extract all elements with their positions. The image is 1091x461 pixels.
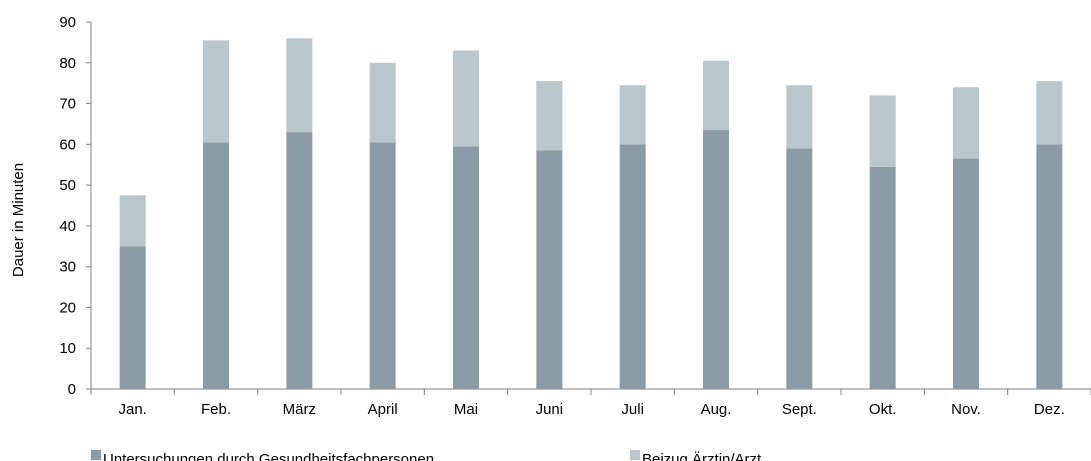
y-tick-labels: 0 10 20 30 40 50 60 70 80 90 xyxy=(59,14,76,398)
y-tick-label: 50 xyxy=(59,177,76,194)
y-tick-label: 0 xyxy=(68,381,76,398)
bar-segment-beizug xyxy=(786,85,813,149)
y-tick-label: 90 xyxy=(59,14,76,31)
bar-segment-untersuchungen xyxy=(953,158,979,389)
x-tick-labels: Jan. Feb. März April Mai Juni Juli Aug. Sept. Okt… xyxy=(118,401,1064,418)
x-tick-label: Jan. xyxy=(118,401,146,418)
bar-segment-untersuchungen xyxy=(786,148,813,389)
legend-swatch xyxy=(91,450,101,460)
bar-segment-beizug xyxy=(369,62,396,143)
y-tick-label: 60 xyxy=(59,136,76,153)
bar-segment-beizug xyxy=(619,85,646,145)
bars xyxy=(119,38,1063,390)
bar-segment-beizug xyxy=(203,40,229,143)
axes xyxy=(86,21,1091,395)
bar-segment-beizug xyxy=(1036,81,1063,145)
y-tick-label: 40 xyxy=(59,218,76,235)
bar-segment-beizug xyxy=(286,38,313,133)
x-tick-label: März xyxy=(283,401,316,418)
bar-segment-beizug xyxy=(869,95,896,167)
bar-segment-beizug xyxy=(536,81,563,151)
bar-segment-untersuchungen xyxy=(869,166,896,389)
bar-segment-untersuchungen xyxy=(453,146,479,389)
legend-swatch xyxy=(630,450,640,460)
legend-label: Beizug Ärztin/Arzt xyxy=(642,451,762,461)
x-tick-label: Juni xyxy=(536,401,564,418)
x-tick-label: Mai xyxy=(454,401,478,418)
bar-segment-beizug xyxy=(453,50,479,147)
bar-segment-beizug xyxy=(119,195,146,247)
x-tick-label: Okt. xyxy=(869,401,897,418)
bar-segment-beizug xyxy=(953,87,979,159)
y-tick-label: 10 xyxy=(59,340,76,357)
bar-segment-untersuchungen xyxy=(286,132,313,389)
x-tick-label: Juli xyxy=(621,401,644,418)
bar-segment-beizug xyxy=(703,60,729,131)
bar-segment-untersuchungen xyxy=(1036,144,1063,389)
bar-segment-untersuchungen xyxy=(119,246,146,389)
x-tick-label: Aug. xyxy=(701,401,732,418)
y-tick-label: 70 xyxy=(59,96,76,113)
y-tick-label: 20 xyxy=(59,299,76,316)
bar-segment-untersuchungen xyxy=(536,150,563,389)
y-tick-label: 30 xyxy=(59,259,76,276)
x-tick-label: Dez. xyxy=(1034,401,1065,418)
x-tick-label: April xyxy=(368,401,398,418)
bar-segment-untersuchungen xyxy=(369,142,396,389)
x-tick-label: Nov. xyxy=(951,401,981,418)
x-tick-label: Sept. xyxy=(782,401,817,418)
x-tick-label: Feb. xyxy=(201,401,231,418)
bar-segment-untersuchungen xyxy=(703,130,729,390)
legend: Untersuchungen durch Gesundheitsfachpers… xyxy=(91,450,762,461)
bar-segment-untersuchungen xyxy=(203,142,229,389)
y-axis-label: Dauer in Minuten xyxy=(10,163,27,277)
legend-label: Untersuchungen durch Gesundheitsfachpers… xyxy=(103,451,434,461)
y-tick-label: 80 xyxy=(59,55,76,72)
bar-segment-untersuchungen xyxy=(619,144,646,389)
